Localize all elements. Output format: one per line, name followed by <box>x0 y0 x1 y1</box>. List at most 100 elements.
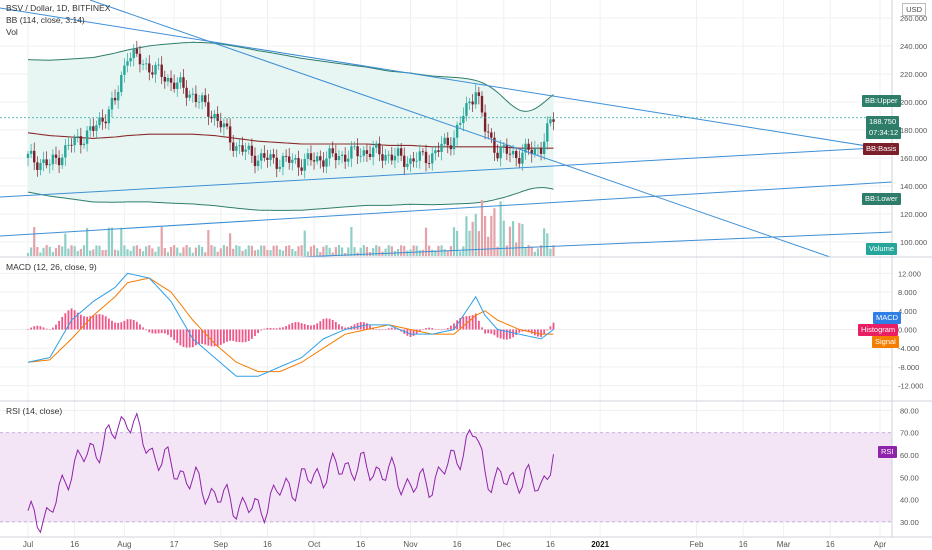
candle-body <box>477 92 481 96</box>
macd-histogram-bar <box>369 325 371 330</box>
volume-label: Volume <box>866 243 898 255</box>
macd-histogram-bar <box>502 329 505 340</box>
volume-bar <box>197 245 201 256</box>
time-tick-label: 16 <box>826 540 835 549</box>
macd-histogram-bar <box>409 329 412 337</box>
volume-bar <box>244 249 247 256</box>
volume-bar <box>54 248 58 256</box>
macd-histogram-bar <box>182 329 185 347</box>
price-candles[interactable] <box>26 40 555 179</box>
volume-bar <box>319 252 322 256</box>
macd-legend[interactable]: MACD (12, 26, close, 9) <box>6 262 97 272</box>
macd-tick-label: 8.000 <box>898 288 917 297</box>
volume-bar <box>232 248 235 256</box>
candle-body <box>70 144 73 146</box>
macd-histogram-bar <box>468 315 471 330</box>
macd-histogram-bar <box>453 323 455 330</box>
volume-bar <box>42 247 45 256</box>
candle-body <box>144 63 148 65</box>
macd-histogram-bar <box>285 326 287 330</box>
macd-histogram-bar <box>316 323 319 330</box>
signal-line <box>27 277 554 373</box>
candle-body <box>434 150 437 154</box>
candle-body <box>431 153 434 164</box>
time-tick-label: Jul <box>23 540 33 549</box>
rsi-panel[interactable] <box>0 412 892 534</box>
volume-bar <box>424 227 428 256</box>
macd-histogram-bar <box>142 327 144 330</box>
candle-body <box>57 157 61 166</box>
macd-histogram-bar <box>89 316 92 330</box>
macd-histogram-bar <box>431 328 434 330</box>
volume-bar <box>359 247 362 256</box>
candle-body <box>113 97 117 101</box>
volume-bar <box>260 245 263 256</box>
vol-legend[interactable]: Vol <box>6 27 18 37</box>
volume-bar <box>456 230 459 256</box>
volume-bar <box>294 251 297 256</box>
macd-histogram-bar <box>167 329 169 335</box>
volume-bar <box>291 249 294 256</box>
volume-bar <box>123 245 126 256</box>
volume-bar <box>372 248 375 256</box>
macd-histogram-bar <box>73 310 76 330</box>
candle-body <box>505 145 509 154</box>
macd-histogram-bar <box>384 329 387 330</box>
candle-body <box>421 151 425 153</box>
volume-bar <box>89 250 92 256</box>
macd-histogram-bar <box>86 316 88 330</box>
candle-body <box>207 102 210 117</box>
volume-bar <box>337 245 341 256</box>
rsi-line <box>27 412 554 534</box>
volume-bar <box>33 227 36 256</box>
volume-bar <box>465 216 468 256</box>
volume-bar <box>431 249 434 256</box>
volume-bar <box>135 245 138 256</box>
price-tick-label: 100.000 <box>900 238 927 247</box>
volume-bar <box>334 247 337 256</box>
time-tick-label: Oct <box>308 540 321 549</box>
volume-bar <box>281 250 285 256</box>
volume-bar <box>250 245 253 256</box>
candle-body <box>446 137 449 146</box>
volume-bar <box>148 245 151 256</box>
candle-body <box>107 109 111 124</box>
candle-body <box>141 63 145 65</box>
candle-body <box>132 48 135 59</box>
macd-histogram-bar <box>260 329 263 331</box>
macd-histogram-bar <box>300 323 303 330</box>
volume-bar <box>201 246 204 256</box>
volume-bar <box>176 247 179 256</box>
macd-histogram-bar <box>151 329 154 334</box>
volume-bar <box>390 246 393 256</box>
macd-panel[interactable] <box>27 272 555 377</box>
volume-bar <box>229 233 232 256</box>
candle-body <box>79 136 83 146</box>
bb-legend[interactable]: BB (114, close, 3.14) <box>6 15 85 25</box>
time-tick-label: 16 <box>356 540 365 549</box>
rsi-legend[interactable]: RSI (14, close) <box>6 406 63 416</box>
currency-button[interactable]: USD <box>902 3 926 16</box>
macd-histogram-bar <box>425 328 427 330</box>
volume-bar <box>278 249 281 256</box>
candle-body <box>483 112 487 132</box>
volume-bar <box>151 248 154 256</box>
macd-histogram-bar <box>126 319 129 330</box>
volume-bar <box>378 246 381 256</box>
candle-body <box>455 124 459 138</box>
candle-body <box>375 143 378 148</box>
volume-bar <box>539 245 543 256</box>
macd-histogram-bar <box>79 314 82 330</box>
macd-histogram-bar <box>412 329 415 336</box>
candle-body <box>393 155 397 161</box>
macd-histogram-bar <box>254 329 256 337</box>
time-tick-label: Apr <box>874 540 887 549</box>
candle-body <box>126 61 129 66</box>
macd-histogram-bar <box>303 324 306 330</box>
trend-lines[interactable] <box>0 0 893 258</box>
volume-bar <box>499 201 502 256</box>
macd-histogram-bar <box>51 327 54 330</box>
symbol-legend[interactable]: BSV / Dollar, 1D, BITFINEX <box>6 3 111 13</box>
macd-histogram-bar <box>434 329 437 330</box>
